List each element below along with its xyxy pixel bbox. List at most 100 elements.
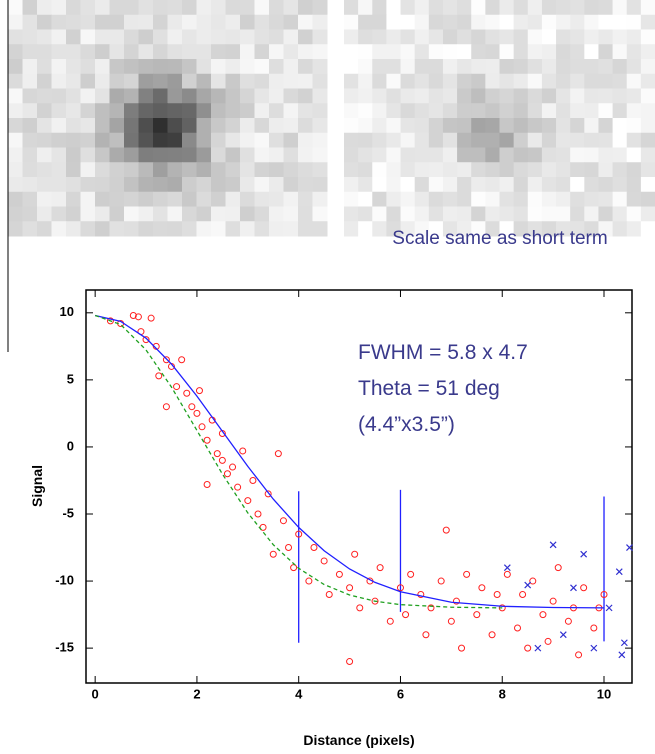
point bbox=[229, 463, 237, 471]
pixel bbox=[457, 0, 472, 16]
pixel bbox=[51, 191, 67, 207]
pixel bbox=[124, 132, 139, 148]
pixel bbox=[499, 132, 515, 148]
pixel bbox=[153, 88, 168, 104]
pixel bbox=[386, 88, 402, 104]
pixel bbox=[138, 147, 154, 163]
point bbox=[570, 584, 577, 592]
pixel bbox=[95, 29, 110, 45]
point bbox=[249, 476, 257, 484]
pixel bbox=[527, 88, 543, 104]
pixel bbox=[386, 206, 402, 222]
pixel bbox=[499, 162, 515, 178]
pixel bbox=[254, 177, 270, 193]
pixel bbox=[109, 14, 125, 30]
pixel bbox=[471, 103, 486, 119]
pixel bbox=[485, 118, 500, 134]
pixel bbox=[570, 118, 585, 134]
pixel bbox=[95, 132, 110, 148]
pixel bbox=[66, 132, 81, 148]
pixel bbox=[457, 191, 472, 207]
pixel bbox=[428, 0, 444, 16]
pixel bbox=[109, 147, 125, 163]
point bbox=[178, 356, 186, 364]
pixel bbox=[626, 73, 642, 89]
pixel bbox=[358, 103, 373, 119]
pixel bbox=[167, 191, 183, 207]
pixel bbox=[124, 162, 139, 178]
pixel bbox=[612, 29, 628, 45]
point bbox=[524, 644, 532, 652]
pixel bbox=[358, 14, 373, 30]
pixel bbox=[626, 191, 642, 207]
pixel bbox=[358, 162, 373, 178]
pixel bbox=[527, 132, 543, 148]
pixel bbox=[80, 118, 96, 134]
pixel bbox=[499, 147, 515, 163]
pixel bbox=[414, 44, 430, 60]
pixel bbox=[640, 177, 655, 193]
pixel bbox=[283, 191, 299, 207]
pixel bbox=[138, 206, 154, 222]
pixel bbox=[414, 118, 430, 134]
pixel bbox=[66, 14, 81, 30]
pixel bbox=[124, 177, 139, 193]
x-tick-label: 4 bbox=[295, 686, 303, 701]
pixel bbox=[570, 59, 585, 75]
pixel bbox=[109, 191, 125, 207]
pixel bbox=[80, 147, 96, 163]
pixel bbox=[51, 88, 67, 104]
pixel bbox=[584, 221, 599, 237]
pixel bbox=[612, 88, 628, 104]
pixel bbox=[124, 147, 139, 163]
pixel bbox=[167, 147, 183, 163]
pixel bbox=[66, 29, 81, 45]
pixel bbox=[570, 29, 585, 45]
point bbox=[564, 617, 572, 625]
pixel bbox=[283, 118, 299, 134]
point bbox=[503, 570, 511, 578]
pixel bbox=[298, 132, 313, 148]
pixel bbox=[109, 162, 125, 178]
pixel bbox=[612, 162, 628, 178]
point bbox=[142, 336, 150, 344]
pixel bbox=[37, 206, 52, 222]
pixel bbox=[400, 132, 416, 148]
pixel bbox=[283, 88, 299, 104]
pixel bbox=[598, 147, 614, 163]
pixel bbox=[312, 132, 328, 148]
pixel bbox=[556, 88, 571, 104]
point bbox=[396, 584, 404, 592]
pixel bbox=[457, 88, 472, 104]
pixel bbox=[428, 44, 444, 60]
point bbox=[580, 584, 588, 592]
pixel bbox=[51, 221, 67, 237]
pixel bbox=[541, 221, 557, 237]
pixel bbox=[80, 29, 96, 45]
pixel bbox=[556, 177, 571, 193]
pixel bbox=[527, 0, 543, 16]
pixel bbox=[344, 103, 359, 119]
pixel bbox=[372, 118, 387, 134]
pixel bbox=[124, 191, 139, 207]
pixel bbox=[211, 118, 226, 134]
point bbox=[575, 651, 583, 659]
pixel bbox=[254, 221, 270, 237]
pixel bbox=[196, 221, 212, 237]
pixel bbox=[22, 14, 38, 30]
pixel bbox=[37, 14, 52, 30]
pixel bbox=[80, 177, 96, 193]
point bbox=[427, 604, 435, 612]
pixel bbox=[499, 44, 515, 60]
pixel bbox=[386, 162, 402, 178]
point bbox=[371, 597, 379, 605]
pixel bbox=[372, 132, 387, 148]
pixel bbox=[240, 118, 255, 134]
point bbox=[155, 372, 163, 380]
pixel bbox=[37, 88, 52, 104]
pixel bbox=[225, 59, 241, 75]
point bbox=[458, 644, 466, 652]
pixel bbox=[196, 147, 212, 163]
pixel bbox=[8, 147, 23, 163]
pixel bbox=[471, 191, 486, 207]
